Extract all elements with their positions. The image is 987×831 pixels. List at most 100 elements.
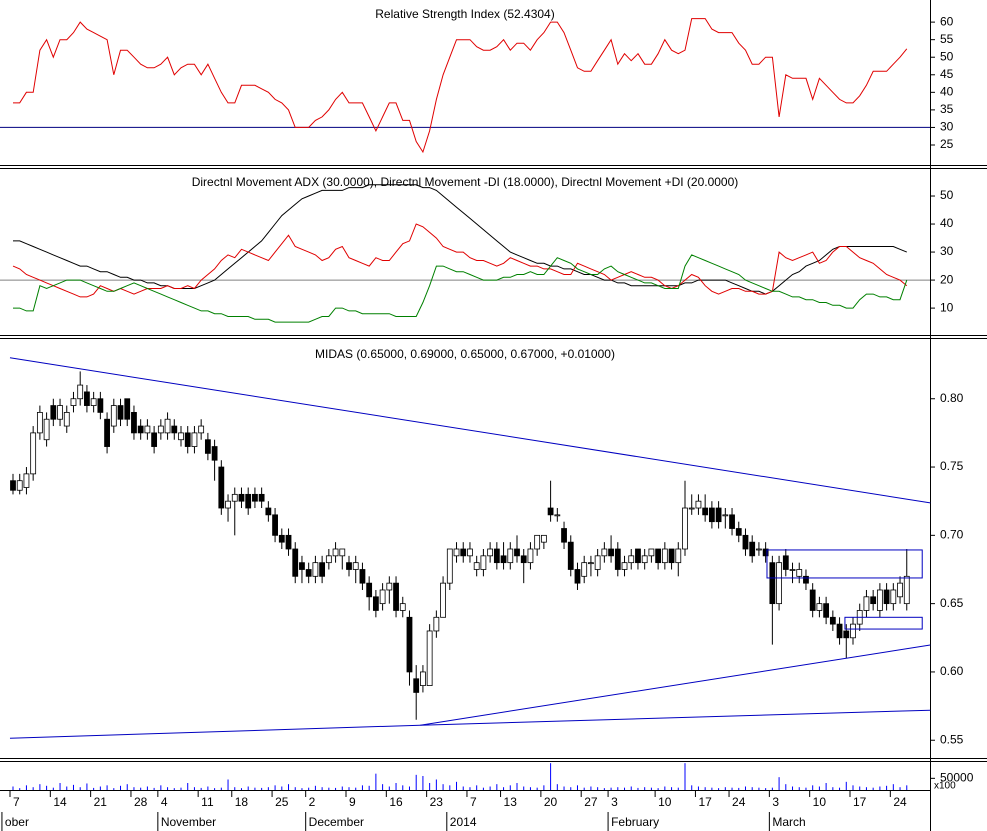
candle-body xyxy=(144,425,151,434)
volume-bar xyxy=(153,787,155,790)
volume-bar xyxy=(429,783,431,790)
x-tick-label: 3 xyxy=(611,795,618,809)
volume-bar xyxy=(691,785,693,790)
candle-body xyxy=(648,548,655,557)
volume-bar xyxy=(724,787,726,790)
volume-bar xyxy=(852,785,854,790)
panel-title: MIDAS (0.65000, 0.69000, 0.65000, 0.6700… xyxy=(315,347,615,361)
candle-body xyxy=(50,405,57,420)
volume-bar xyxy=(25,785,27,790)
candle-body xyxy=(30,432,37,475)
candle-body xyxy=(57,405,63,420)
candle-body xyxy=(782,555,789,570)
x-tick-label: 16 xyxy=(389,795,403,809)
candle-body xyxy=(789,569,796,571)
volume-bar xyxy=(274,785,276,790)
candle-body xyxy=(554,514,561,517)
volume-bar xyxy=(765,788,767,790)
candle-body xyxy=(204,439,211,454)
volume-bar xyxy=(798,787,800,790)
candle-body xyxy=(84,391,90,406)
candle-body xyxy=(809,589,816,611)
y-tick-label: 0.65 xyxy=(940,596,964,610)
volume-bar xyxy=(220,787,222,790)
volume-bar xyxy=(207,786,209,790)
volume-bar xyxy=(899,787,901,790)
volume-bar xyxy=(671,787,673,790)
candle-body xyxy=(473,562,480,570)
volume-bar xyxy=(422,776,424,790)
volume-bar xyxy=(382,784,384,790)
volume-bar xyxy=(576,785,578,790)
candle-body xyxy=(90,398,97,406)
candle-body xyxy=(218,466,225,509)
volume-bar xyxy=(93,787,95,790)
volume-bar xyxy=(610,787,612,790)
candle-body xyxy=(258,493,265,502)
panel-title: Directnl Movement ADX (30.0000), Directn… xyxy=(192,175,739,189)
candle-body xyxy=(836,623,843,639)
candle-body xyxy=(514,548,520,557)
volume-bar xyxy=(872,787,874,790)
volume-bar xyxy=(314,785,316,790)
x-tick-label: 20 xyxy=(544,795,558,809)
candle-body xyxy=(191,432,198,447)
trend-line xyxy=(9,357,931,504)
candle-body xyxy=(225,500,231,509)
candle-body xyxy=(661,548,668,564)
volume-bar xyxy=(375,773,377,790)
candle-body xyxy=(534,534,541,550)
volume-bar xyxy=(106,785,108,790)
candle-body xyxy=(776,562,782,605)
volume-bar xyxy=(583,787,585,790)
volume-bar xyxy=(886,785,888,790)
volume-bar xyxy=(193,787,195,790)
volume-bar xyxy=(240,788,242,790)
candle-body xyxy=(406,616,413,673)
candle-body xyxy=(722,514,729,517)
volume-bar xyxy=(516,783,518,790)
candle-body xyxy=(16,480,23,491)
volume-bar xyxy=(785,784,787,790)
candle-body xyxy=(816,603,823,611)
volume-bar xyxy=(805,787,807,790)
candle-body xyxy=(23,473,30,488)
candle-body xyxy=(198,425,205,434)
candle-body xyxy=(581,562,588,577)
volume-bar xyxy=(529,787,531,790)
volume-bar xyxy=(435,779,437,790)
candle-body xyxy=(366,582,373,598)
candle-body xyxy=(843,630,850,639)
candle-body xyxy=(500,555,507,564)
candle-body xyxy=(823,603,830,618)
volume-bar xyxy=(892,784,894,790)
candle-body xyxy=(520,555,527,564)
candle-body xyxy=(890,589,897,605)
candle-body xyxy=(346,562,352,570)
volume-bar xyxy=(523,786,525,790)
candle-body xyxy=(278,534,285,543)
candle-body xyxy=(63,411,70,427)
candle-body xyxy=(702,507,709,516)
candle-body xyxy=(903,575,910,605)
candle-body xyxy=(742,534,749,550)
box-annotation xyxy=(766,549,923,579)
candle-body xyxy=(70,398,77,406)
candle-body xyxy=(299,562,305,570)
candle-body xyxy=(540,534,547,543)
candle-body xyxy=(238,493,245,502)
candle-body xyxy=(43,418,50,441)
y-tick-label: 25 xyxy=(940,137,954,151)
volume-bar xyxy=(254,787,256,790)
candle-body xyxy=(332,548,339,557)
candle-body xyxy=(769,562,776,605)
volume-bar xyxy=(832,787,834,790)
volume-bar xyxy=(214,788,216,790)
volume-bar xyxy=(536,787,538,790)
candle-body xyxy=(413,678,420,693)
candle-body xyxy=(756,548,762,551)
volume-bar xyxy=(657,788,659,790)
candle-body xyxy=(567,541,574,570)
